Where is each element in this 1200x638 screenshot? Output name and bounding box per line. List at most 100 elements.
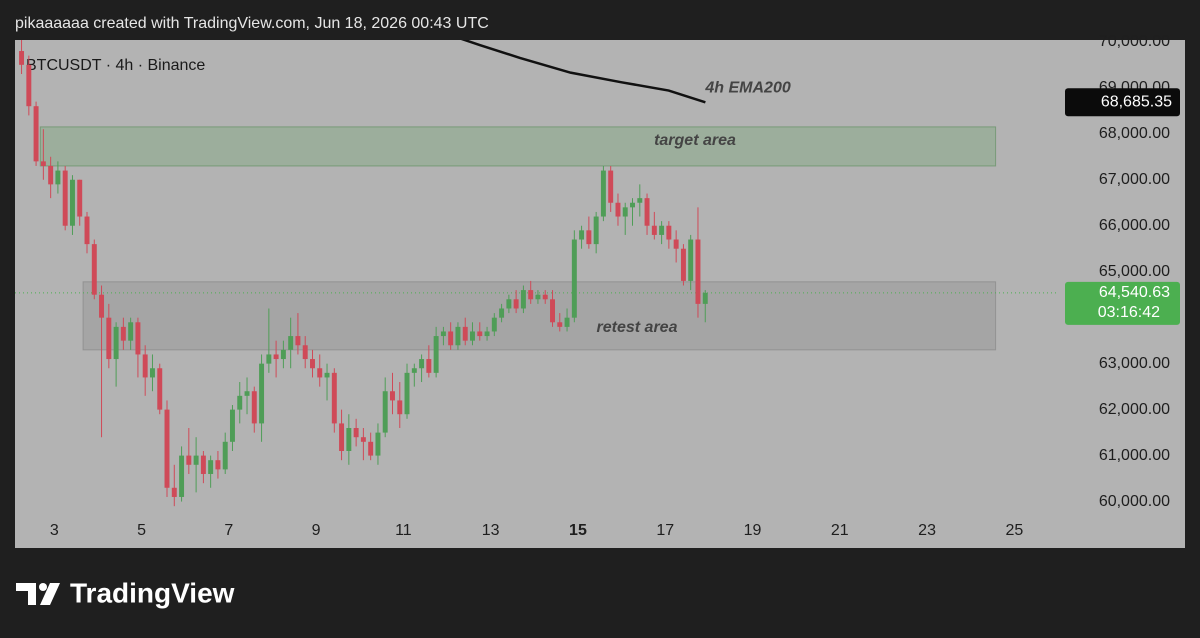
ema-price-label: 68,685.35	[1101, 93, 1172, 110]
candle-body	[513, 299, 519, 309]
candle-body	[688, 239, 694, 281]
candle-body	[426, 359, 432, 373]
candle-body	[448, 331, 454, 346]
candle-body	[571, 239, 577, 318]
candle-body	[171, 487, 177, 497]
price-box	[1065, 281, 1180, 325]
candle-body	[164, 409, 170, 488]
candle-body	[302, 345, 308, 360]
candle-body	[200, 455, 206, 474]
candle-body	[630, 202, 635, 208]
candle-body	[280, 349, 286, 360]
candle-body	[26, 64, 32, 107]
candle-body	[55, 170, 61, 185]
candle-body	[440, 331, 446, 337]
candle-body	[179, 455, 185, 497]
x-tick-label: 17	[656, 522, 674, 539]
candle-body	[215, 460, 221, 470]
candle-body	[273, 354, 279, 360]
candle-body	[120, 326, 126, 341]
x-tick-label: 15	[569, 522, 587, 539]
countdown: 03:16:42	[1098, 304, 1160, 321]
candle-body	[128, 322, 134, 341]
candle-body	[462, 326, 468, 341]
ema-label: 4h EMA200	[704, 79, 790, 96]
candle-body	[317, 368, 323, 378]
y-tick-label: 62,000.00	[1099, 401, 1170, 418]
candle-body	[542, 294, 548, 300]
candle-body	[651, 225, 657, 235]
candle-body	[382, 391, 388, 433]
candle-body	[237, 395, 243, 410]
candle-body	[91, 244, 97, 295]
y-tick-label: 68,000.00	[1099, 125, 1170, 142]
plot-area: target area retest area 4h EMA200	[15, 40, 1058, 507]
candle-body	[550, 299, 555, 323]
candle-body	[528, 290, 534, 300]
candle-body	[491, 317, 497, 332]
candle-body	[186, 455, 192, 465]
candle-body	[404, 372, 410, 415]
candle-body	[149, 368, 155, 378]
candle-body	[411, 368, 417, 373]
candle-body	[77, 179, 83, 217]
candle-body	[62, 170, 68, 226]
zone-label: target area	[654, 132, 736, 149]
candle-body	[484, 331, 490, 337]
candle-body	[99, 294, 105, 318]
x-tick-label: 21	[831, 522, 849, 539]
candle-body	[506, 299, 512, 309]
y-tick-label: 63,000.00	[1099, 355, 1170, 372]
candle-body	[339, 423, 345, 451]
candle-body	[564, 317, 570, 327]
y-tick-label: 70,000.00	[1099, 33, 1170, 50]
candle-body	[520, 290, 526, 309]
candle-body	[106, 317, 112, 360]
candle-body	[470, 331, 475, 341]
brand-name: TradingView	[70, 577, 235, 608]
candle-body	[84, 216, 90, 245]
candle-body	[346, 428, 352, 451]
y-tick-label: 60,000.00	[1099, 493, 1170, 510]
x-tick-label: 11	[395, 522, 412, 539]
chart-title: BTCUSDT · 4h · Binance	[26, 57, 205, 74]
x-tick-label: 25	[1005, 522, 1023, 539]
candle-body	[600, 170, 606, 217]
candle-body	[368, 441, 374, 456]
candle-body	[331, 372, 337, 424]
x-tick-label: 7	[224, 522, 233, 539]
candle-body	[637, 198, 643, 203]
candle-body	[113, 326, 119, 360]
candle-body	[666, 225, 672, 240]
ema-price-box	[1065, 88, 1180, 117]
candle-body	[19, 51, 25, 65]
zone	[39, 126, 997, 167]
candle-body	[397, 400, 403, 415]
candle-body	[673, 239, 679, 249]
zone	[82, 281, 997, 351]
candle-body	[419, 359, 425, 369]
candle-body	[266, 354, 272, 364]
x-tick-label: 3	[50, 522, 59, 539]
price-label: 64,540.63	[1099, 284, 1170, 301]
x-tick-label: 23	[918, 522, 936, 539]
candle-body	[40, 161, 46, 166]
candle-body	[499, 308, 505, 318]
candle-body	[157, 368, 163, 410]
candle-body	[535, 294, 541, 300]
candle-body	[324, 372, 330, 378]
candle-body	[310, 359, 315, 369]
zone-label: retest area	[597, 319, 678, 336]
candle-body	[579, 230, 585, 240]
candle-body	[433, 336, 439, 373]
candle-body	[33, 106, 39, 162]
y-tick-label: 61,000.00	[1099, 447, 1170, 464]
candle-body	[229, 409, 235, 442]
candle-body	[615, 202, 621, 217]
ema-line	[460, 40, 706, 104]
brand-logo	[16, 583, 60, 605]
candle-body	[259, 363, 265, 424]
candle-body	[222, 441, 228, 470]
